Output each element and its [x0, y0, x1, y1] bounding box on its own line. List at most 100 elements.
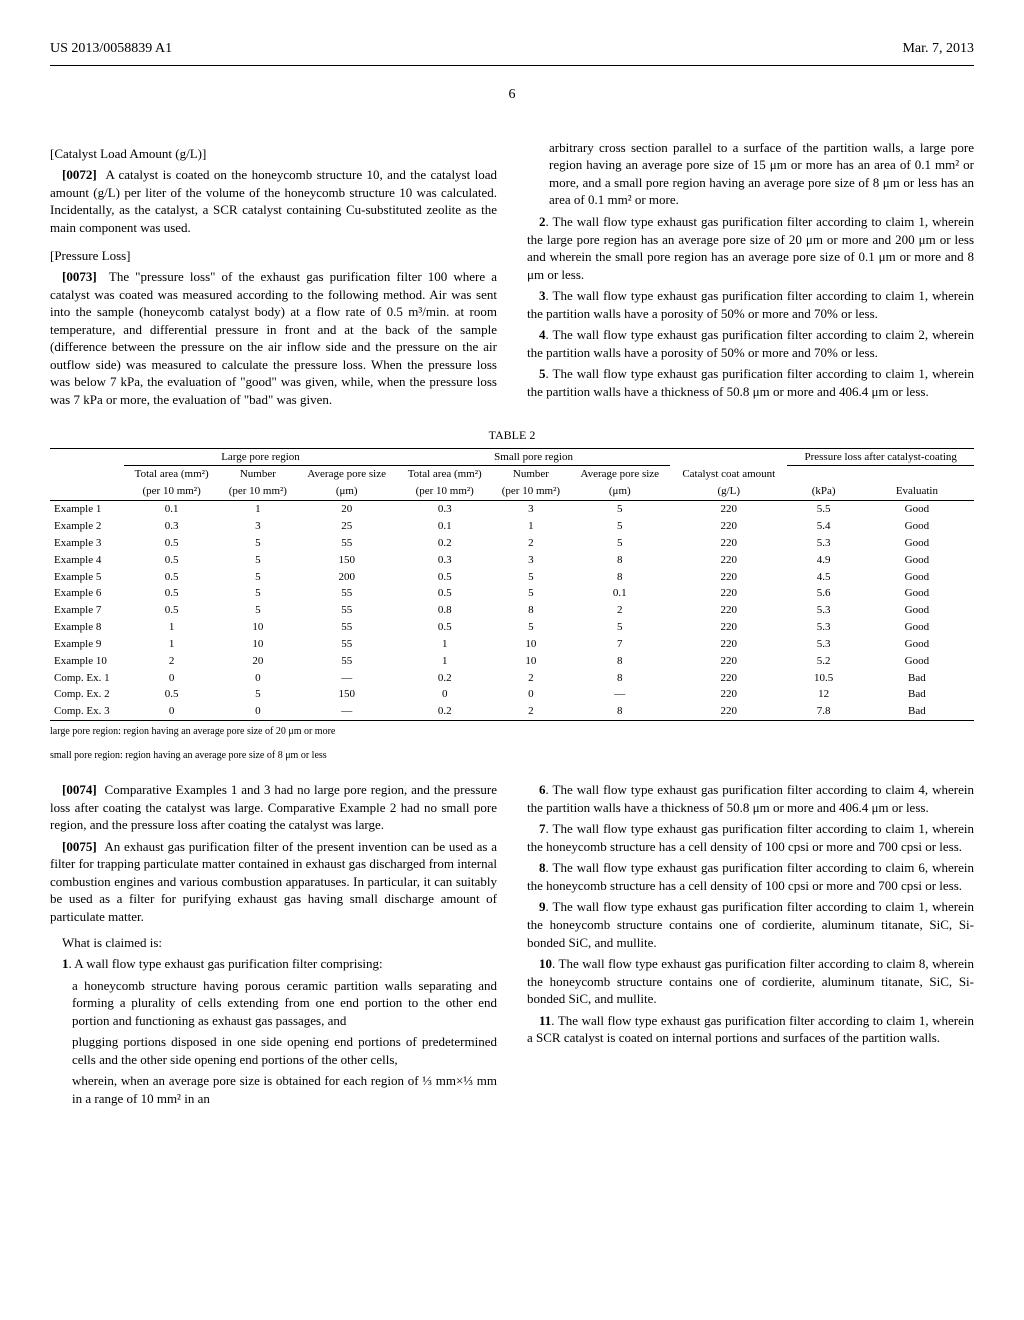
table-cell: 5.6: [787, 585, 859, 602]
table-cell: 0.8: [397, 602, 492, 619]
table-cell: Example 7: [50, 602, 124, 619]
table-row: Example 60.55550.550.12205.6Good: [50, 585, 974, 602]
table-cell: 0: [397, 686, 492, 703]
table-cell: Bad: [860, 686, 974, 703]
right-column-upper: arbitrary cross section parallel to a su…: [527, 135, 974, 413]
table-cell: Example 9: [50, 636, 124, 653]
upper-columns: [Catalyst Load Amount (g/L)] [0072] A ca…: [50, 135, 974, 413]
table-cell: 5: [219, 552, 296, 569]
table-row: Example 91105511072205.3Good: [50, 636, 974, 653]
table-cell: 4.9: [787, 552, 859, 569]
table-cell: Good: [860, 636, 974, 653]
table-row: Example 50.552000.5582204.5Good: [50, 569, 974, 586]
para-74-text: Comparative Examples 1 and 3 had no larg…: [50, 782, 497, 832]
para-75-text: An exhaust gas purification filter of th…: [50, 839, 497, 924]
table-cell: 220: [670, 619, 787, 636]
para-74: [0074] Comparative Examples 1 and 3 had …: [50, 781, 497, 834]
claim-5-text: . The wall flow type exhaust gas purific…: [527, 366, 974, 399]
group-large-pore: Large pore region: [124, 448, 397, 466]
table-cell: Good: [860, 552, 974, 569]
table-row: Comp. Ex. 100—0.22822010.5Bad: [50, 670, 974, 687]
table-cell: 25: [296, 518, 397, 535]
table-cell: Example 8: [50, 619, 124, 636]
table-cell: Example 1: [50, 501, 124, 518]
table-cell: —: [569, 686, 670, 703]
table-row: Comp. Ex. 300—0.2282207.8Bad: [50, 703, 974, 720]
table-cell: —: [296, 670, 397, 687]
table-cell: 3: [219, 518, 296, 535]
table-cell: 0.5: [124, 585, 219, 602]
table-cell: Good: [860, 602, 974, 619]
table-cell: 5: [492, 585, 569, 602]
table-cell: 8: [569, 552, 670, 569]
u-per10-3: (per 10 mm²): [397, 483, 492, 500]
claim-2-text: . The wall flow type exhaust gas purific…: [527, 214, 974, 282]
table-cell: 220: [670, 602, 787, 619]
claim-1-b: plugging portions disposed in one side o…: [72, 1033, 497, 1068]
data-table: Large pore region Small pore region Pres…: [50, 448, 974, 722]
table-cell: 220: [670, 535, 787, 552]
table-cell: 7.8: [787, 703, 859, 720]
table-cell: Example 10: [50, 653, 124, 670]
claim-11-text: . The wall flow type exhaust gas purific…: [527, 1013, 974, 1046]
table-cell: 0.3: [397, 501, 492, 518]
page-header: US 2013/0058839 A1 Mar. 7, 2013: [50, 40, 974, 66]
table-cell: 4.5: [787, 569, 859, 586]
table-cell: 0.5: [124, 686, 219, 703]
table-row: Comp. Ex. 20.5515000—22012Bad: [50, 686, 974, 703]
h-large-pore: Average pore size: [296, 466, 397, 483]
table-cell: Comp. Ex. 2: [50, 686, 124, 703]
table-cell: 5: [219, 535, 296, 552]
table-cell: 10: [219, 636, 296, 653]
para-74-num: [0074]: [62, 782, 97, 797]
table-cell: Good: [860, 501, 974, 518]
catalyst-title: [Catalyst Load Amount (g/L)]: [50, 145, 497, 163]
table-cell: 5: [219, 686, 296, 703]
table-cell: Bad: [860, 670, 974, 687]
table-cell: 5.3: [787, 535, 859, 552]
table-cell: 55: [296, 602, 397, 619]
table-cell: 5: [569, 535, 670, 552]
table-cell: 0.3: [397, 552, 492, 569]
table-cell: 1: [219, 501, 296, 518]
page-number: 6: [50, 86, 974, 105]
table-cell: 8: [492, 602, 569, 619]
table-footnote-1: large pore region: region having an aver…: [50, 725, 974, 739]
table-cell: 3: [492, 552, 569, 569]
table-cell: 55: [296, 619, 397, 636]
claim-1-a: a honeycomb structure having porous cera…: [72, 977, 497, 1030]
table-cell: 0.5: [397, 585, 492, 602]
claim-7-text: . The wall flow type exhaust gas purific…: [527, 821, 974, 854]
table-cell: 0.1: [569, 585, 670, 602]
table-cell: 20: [296, 501, 397, 518]
claim-6: 6. The wall flow type exhaust gas purifi…: [527, 781, 974, 816]
table-cell: 1: [492, 518, 569, 535]
claim-7: 7. The wall flow type exhaust gas purifi…: [527, 820, 974, 855]
table-cell: 0.5: [124, 602, 219, 619]
table-cell: 5.5: [787, 501, 859, 518]
table-cell: 8: [569, 670, 670, 687]
table-cell: 0.2: [397, 670, 492, 687]
table-cell: 0.5: [124, 535, 219, 552]
table-cell: 8: [569, 703, 670, 720]
table-cell: 220: [670, 552, 787, 569]
table-2: TABLE 2 Large pore region Small pore reg…: [50, 427, 974, 762]
para-75: [0075] An exhaust gas purification filte…: [50, 838, 497, 926]
table-cell: 0.3: [124, 518, 219, 535]
table-cell: Comp. Ex. 3: [50, 703, 124, 720]
table-cell: 220: [670, 670, 787, 687]
claim-2: 2. The wall flow type exhaust gas purifi…: [527, 213, 974, 283]
claim-1: 1. A wall flow type exhaust gas purifica…: [50, 955, 497, 973]
table-cell: 1: [397, 636, 492, 653]
claims-intro: What is claimed is:: [50, 934, 497, 952]
claim-6-text: . The wall flow type exhaust gas purific…: [527, 782, 974, 815]
table-cell: Good: [860, 653, 974, 670]
h-large-area: Total area (mm²): [124, 466, 219, 483]
claim-10: 10. The wall flow type exhaust gas purif…: [527, 955, 974, 1008]
u-kpa: (kPa): [787, 483, 859, 500]
para-72: [0072] A catalyst is coated on the honey…: [50, 166, 497, 236]
table-caption: TABLE 2: [50, 427, 974, 443]
u-per10-2: (per 10 mm²): [219, 483, 296, 500]
table-cell: 55: [296, 535, 397, 552]
table-cell: 12: [787, 686, 859, 703]
